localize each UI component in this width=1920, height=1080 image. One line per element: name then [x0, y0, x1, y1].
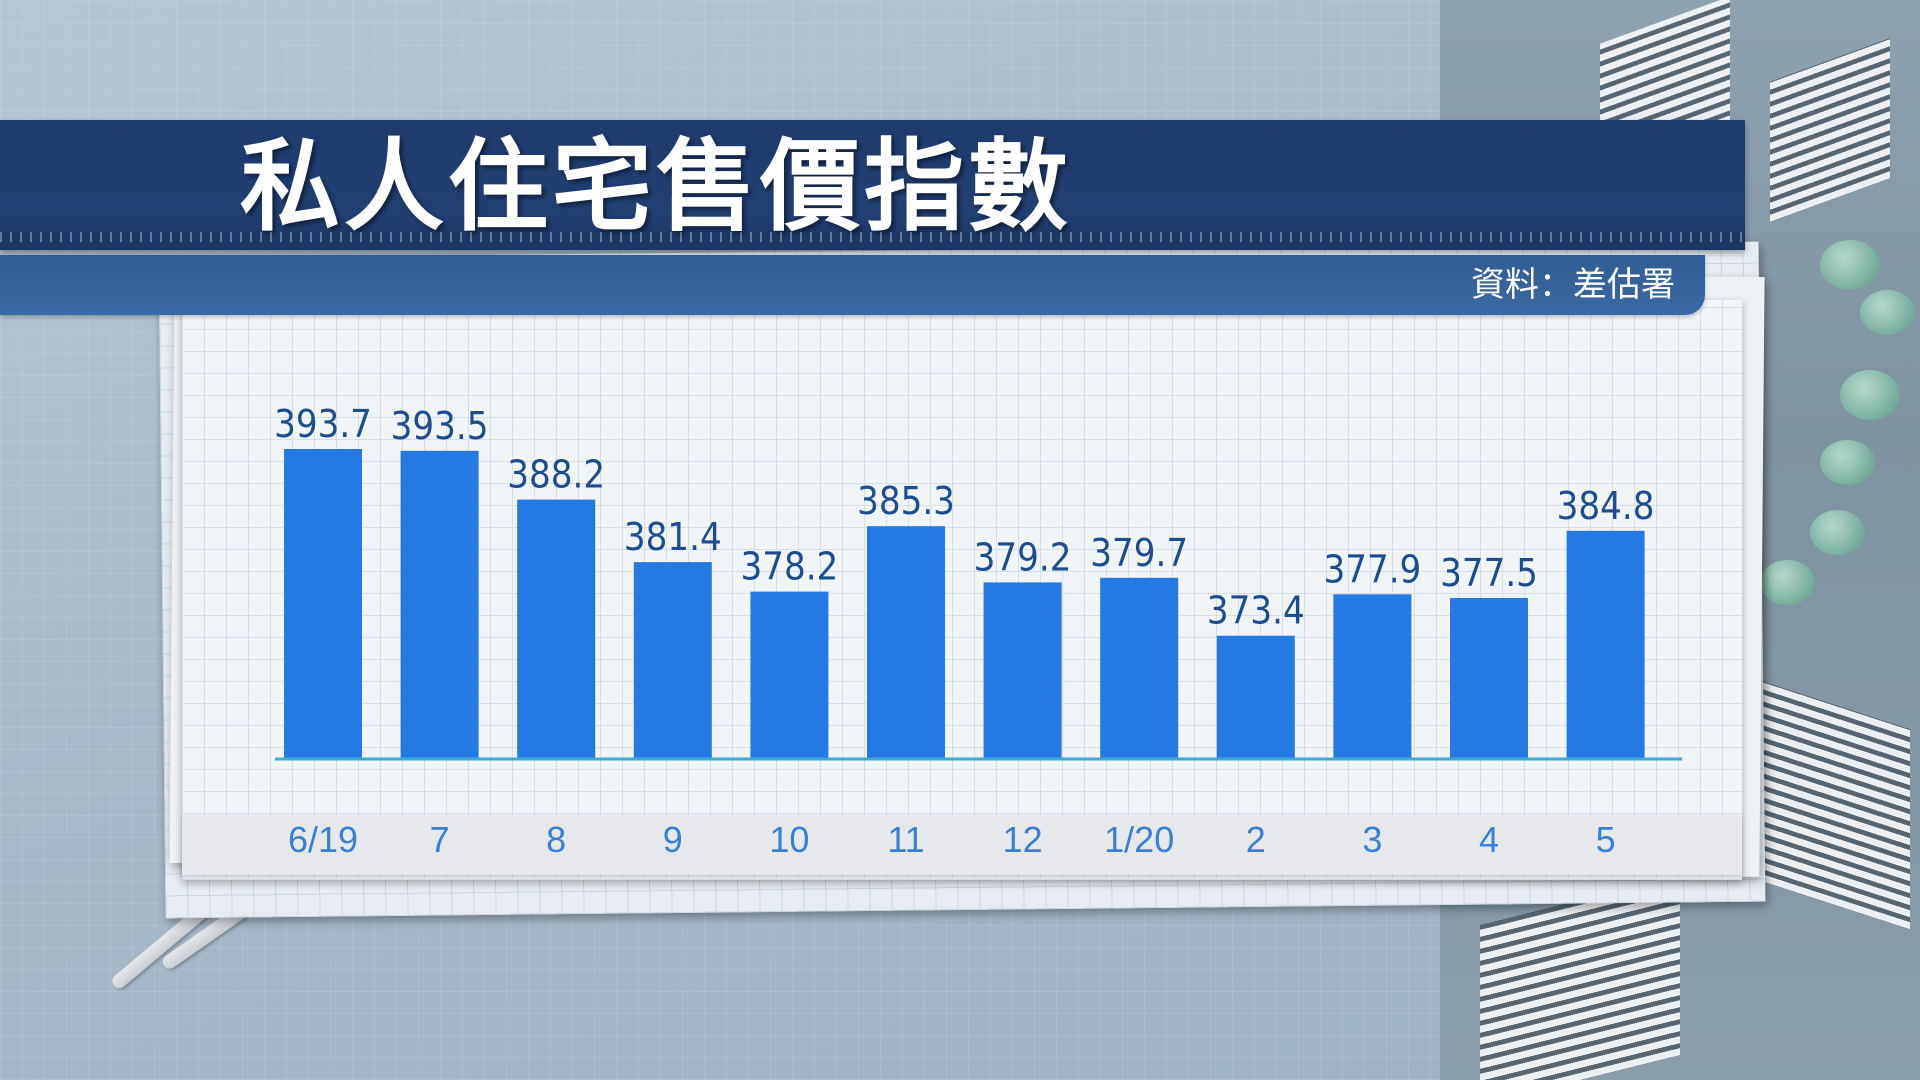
value-label-10: 378.2: [740, 545, 838, 589]
bar-3: [1333, 594, 1412, 759]
value-label-7: 393.5: [391, 404, 489, 448]
background-tree: [1760, 560, 1815, 605]
value-label-9: 381.4: [624, 515, 722, 559]
value-label-12: 379.2: [974, 535, 1072, 579]
background-tree: [1840, 370, 1900, 420]
x-tick-label-9: 9: [663, 819, 683, 860]
x-tick-label-7: 7: [430, 819, 450, 860]
bar-12: [983, 582, 1062, 759]
ruler-tick-decoration: [0, 232, 1745, 242]
value-label-8: 388.2: [507, 453, 605, 497]
bar-7: [400, 450, 479, 759]
value-label-11: 385.3: [857, 479, 955, 523]
source-label: 資料：差估署: [1471, 265, 1675, 305]
background-tree: [1860, 290, 1915, 335]
bar-5: [1566, 530, 1645, 759]
x-tick-label-5: 5: [1596, 819, 1616, 860]
value-label-6/19: 393.7: [274, 402, 372, 446]
x-tick-label-8: 8: [546, 819, 566, 860]
page-title: 私人住宅售價指數: [240, 128, 1072, 245]
background-tree: [1810, 510, 1865, 555]
value-labels-layer: 393.7 393.5 388.2 381.4 378.2 385.3 379.2 379.7…: [274, 402, 1654, 633]
value-label-2: 373.4: [1207, 589, 1305, 633]
bar-4: [1450, 598, 1528, 759]
x-tick-label-6/19: 6/19: [288, 819, 358, 860]
x-tick-label-4: 4: [1479, 819, 1499, 860]
value-label-3: 377.9: [1323, 547, 1421, 591]
source-bar: 資料：差估署: [0, 255, 1705, 315]
x-tick-labels-layer: 6/19 7 8 9 10 11 12 1/20 2 3 4 5: [288, 819, 1616, 860]
bar-6/19: [284, 449, 362, 759]
title-banner: 私人住宅售價指數: [0, 120, 1745, 250]
value-label-1/20: 379.7: [1090, 531, 1188, 575]
bar-11: [867, 526, 945, 759]
bar-10: [750, 591, 829, 759]
x-tick-label-10: 10: [769, 819, 809, 860]
value-label-5: 384.8: [1557, 484, 1655, 528]
bar-2: [1216, 635, 1295, 759]
bars-layer: [284, 449, 1645, 759]
x-tick-label-12: 12: [1003, 819, 1043, 860]
x-tick-label-3: 3: [1362, 819, 1382, 860]
x-tick-label-2: 2: [1246, 819, 1266, 860]
bar-8: [517, 499, 596, 759]
x-tick-label-1/20: 1/20: [1104, 819, 1174, 860]
x-tick-label-11: 11: [887, 819, 924, 860]
bar-1/20: [1100, 577, 1179, 759]
bar-9: [633, 562, 712, 759]
value-label-4: 377.5: [1440, 551, 1538, 595]
x-axis-strip: [182, 815, 1742, 875]
background-tree: [1820, 440, 1875, 485]
background-tree: [1820, 240, 1880, 290]
